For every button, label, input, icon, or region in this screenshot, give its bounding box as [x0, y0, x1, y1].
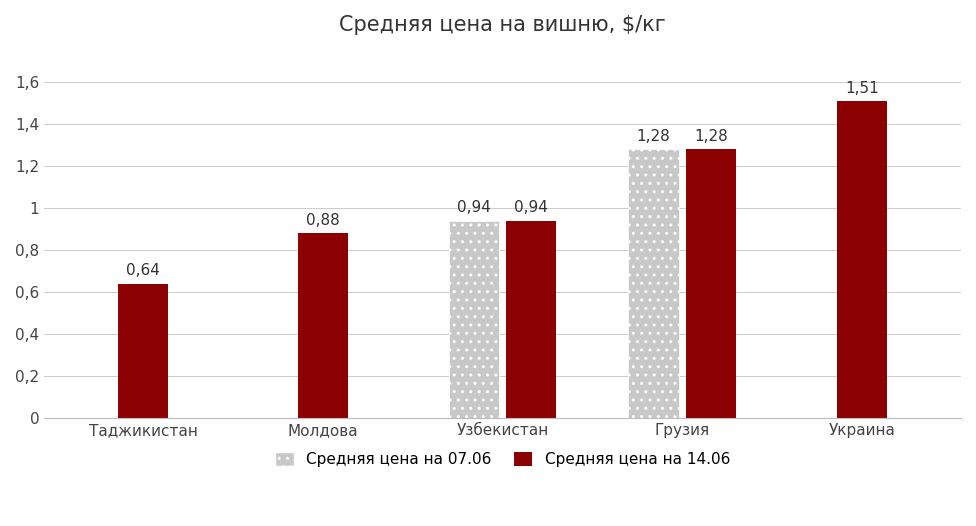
Text: 1,51: 1,51 — [845, 80, 879, 96]
Bar — [298, 234, 347, 418]
Bar — [686, 149, 736, 418]
Text: 0,64: 0,64 — [126, 264, 160, 278]
Bar — [449, 221, 499, 418]
Bar — [629, 149, 678, 418]
Bar — [837, 101, 887, 418]
Text: 0,88: 0,88 — [305, 213, 340, 228]
Legend: Средняя цена на 07.06, Средняя цена на 14.06: Средняя цена на 07.06, Средняя цена на 1… — [269, 446, 736, 473]
Text: 0,94: 0,94 — [457, 200, 491, 216]
Text: 1,28: 1,28 — [694, 129, 728, 144]
Bar — [507, 221, 556, 418]
Text: 0,94: 0,94 — [514, 200, 549, 216]
Text: 1,28: 1,28 — [636, 129, 671, 144]
Bar — [118, 284, 168, 418]
Title: Средняя цена на вишню, $/кг: Средняя цена на вишню, $/кг — [340, 15, 666, 35]
